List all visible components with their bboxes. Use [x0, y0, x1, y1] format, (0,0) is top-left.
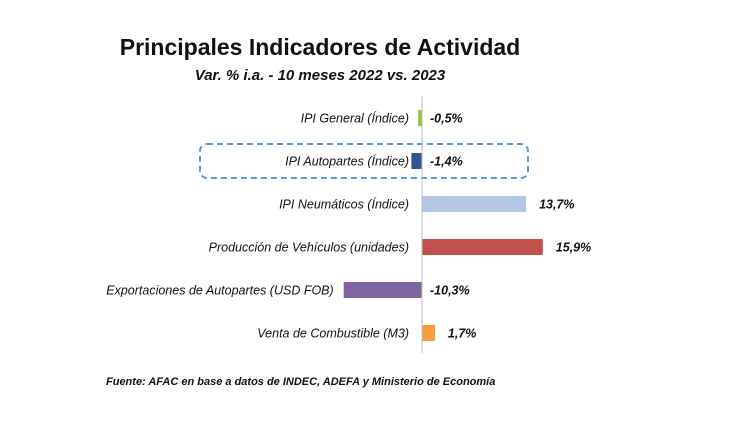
- category-label-1: IPI Autopartes (Índice): [285, 154, 409, 169]
- chart-source: Fuente: AFAC en base a datos de INDEC, A…: [106, 376, 495, 388]
- bar-2: [422, 196, 527, 212]
- value-label-0: -0,5%: [430, 112, 463, 126]
- chart-subtitle: Var. % i.a. - 10 meses 2022 vs. 2023: [195, 67, 446, 84]
- category-label-2: IPI Neumáticos (Índice): [279, 197, 409, 212]
- category-label-3: Producción de Vehículos (unidades): [209, 241, 409, 255]
- chart-title: Principales Indicadores de Actividad: [120, 34, 521, 60]
- value-label-2: 13,7%: [539, 198, 574, 212]
- category-label-4: Exportaciones de Autopartes (USD FOB): [106, 284, 333, 298]
- value-label-5: 1,7%: [448, 327, 477, 341]
- bar-3: [422, 239, 543, 255]
- category-label-0: IPI General (Índice): [301, 111, 409, 126]
- highlight-box: [199, 143, 529, 179]
- category-label-5: Venta de Combustible (M3): [257, 327, 409, 341]
- bar-1: [411, 153, 422, 169]
- value-label-1: -1,4%: [430, 155, 463, 169]
- bar-5: [422, 325, 435, 341]
- bar-4: [343, 282, 422, 298]
- value-label-4: -10,3%: [430, 284, 470, 298]
- bars-group: IPI General (Índice) -0,5% IPI Autopartes …: [106, 110, 591, 341]
- bar-0: [418, 110, 422, 126]
- value-label-3: 15,9%: [556, 241, 591, 255]
